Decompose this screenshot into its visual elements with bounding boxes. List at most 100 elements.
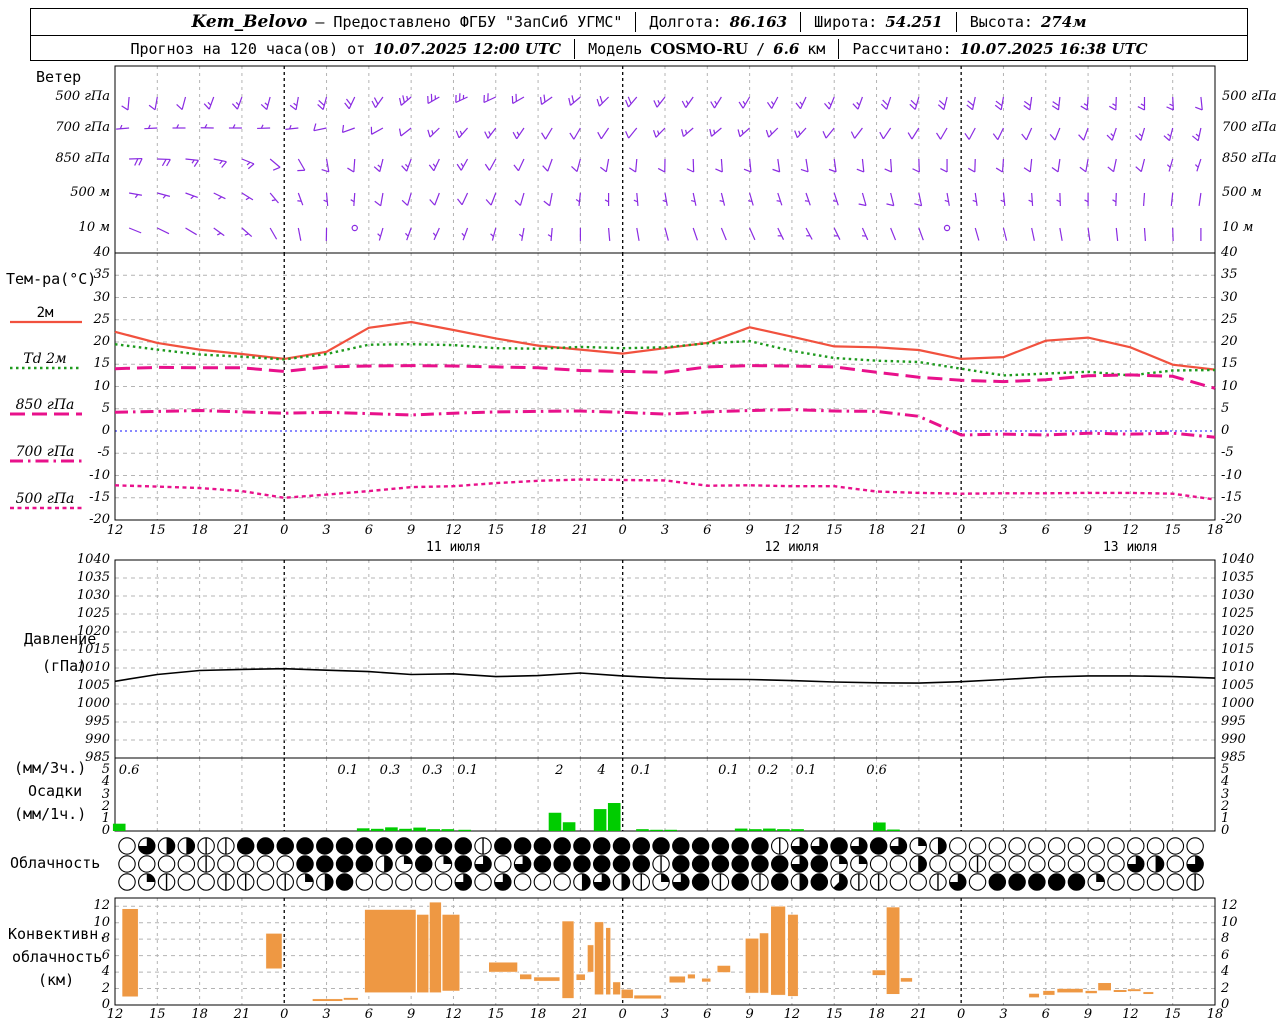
precip-bar: [763, 828, 776, 831]
wind-barb-staff: [886, 96, 892, 110]
wind-barb-feather: [398, 97, 402, 106]
wind-barb-halffeather: [1140, 103, 1145, 107]
wind-barb-staff: [1087, 227, 1091, 241]
cloud-cover-wedge: [324, 873, 333, 891]
convective-cloud-bar: [872, 969, 886, 976]
wind-barb-halffeather: [204, 124, 208, 129]
cloud-cover-symbol: [355, 837, 374, 855]
wind-barb-halffeather: [1166, 164, 1171, 168]
cloud-cover-symbol: [1166, 837, 1185, 855]
wind-barb-staff: [516, 127, 525, 140]
wind-barb-feather: [966, 104, 973, 111]
cloud-cover-symbol: [652, 837, 670, 855]
wind-barb-staff: [605, 158, 610, 172]
model-name: COSMO-RU: [650, 39, 749, 58]
model-slash: /: [756, 39, 766, 58]
cloud-cover-wedge: [581, 873, 591, 891]
wind-barb-feather: [1023, 105, 1031, 111]
wind-barb-halffeather: [714, 100, 718, 105]
conv-panel-title-1: Конвективн.: [8, 925, 108, 943]
cloud-cover-symbol: [988, 837, 1007, 855]
wind-barb-feather: [710, 101, 716, 109]
wind-barb-feather: [484, 163, 490, 171]
cloud-cover-symbol: [1166, 873, 1185, 891]
cloud-cover-symbol: [968, 873, 987, 891]
wind-barb-staff: [236, 96, 243, 110]
wind-barb-staff: [483, 96, 497, 104]
cloud-cover-symbol: [592, 855, 611, 873]
wind-barb-staff: [890, 192, 895, 206]
wind-barb-staff: [627, 96, 638, 108]
wind-barb-halffeather: [176, 124, 180, 129]
model-resolution-unit: км: [807, 39, 826, 58]
precip-bar: [607, 803, 621, 831]
precip-bar: [441, 829, 455, 831]
precip-bar: [748, 829, 762, 831]
cloud-cover-symbol: [513, 873, 532, 891]
wind-barb-feather: [800, 168, 809, 173]
wind-barb-feather: [995, 100, 1003, 107]
precip-bar: [413, 827, 426, 831]
wind-barb-halffeather: [1112, 103, 1117, 107]
cloud-cover-symbol: [1047, 855, 1066, 873]
forecast-start-time: 10.07.2025 12:00 UTC: [373, 39, 562, 58]
wind-barb-feather: [1052, 101, 1060, 107]
wind-barb-staff: [833, 192, 839, 206]
wind-barb-staff: [805, 192, 811, 206]
wind-barb-staff: [861, 192, 867, 206]
wind-barb-feather: [737, 129, 741, 137]
wind-barb-feather: [371, 100, 377, 108]
wind-barb-halffeather: [575, 199, 580, 203]
wind-barb-halffeather: [1000, 199, 1005, 203]
wind-barb-feather: [568, 97, 572, 106]
cloud-cover-wedge: [305, 873, 314, 882]
wind-barb-feather: [715, 168, 723, 173]
wind-barb-staff: [974, 192, 978, 206]
precip-bar: [385, 827, 398, 831]
wind-barb-feather: [992, 133, 999, 141]
cloud-cover-symbol: [533, 837, 552, 855]
wind-barb-staff: [458, 127, 469, 139]
wind-barb-staff: [460, 158, 469, 171]
calc-time: 10.07.2025 16:38 UTC: [959, 39, 1148, 58]
wind-barb-staff: [285, 127, 299, 130]
wind-barb-staff: [1143, 227, 1146, 242]
wind-barb-staff: [295, 96, 299, 110]
precip-bar: [734, 828, 748, 831]
wind-barb-staff: [400, 127, 412, 137]
wind-barb-feather: [569, 132, 575, 140]
wind-barb-feather: [653, 100, 658, 108]
cloud-cover-symbol: [355, 855, 374, 873]
wind-barb-halffeather: [461, 232, 465, 237]
wind-barb-staff: [491, 227, 497, 241]
wind-barb-feather: [373, 166, 381, 173]
wind-barb-feather: [858, 203, 867, 207]
wind-barb-staff: [375, 96, 384, 108]
wind-barb-halffeather: [657, 130, 660, 135]
wind-barb-halffeather: [719, 200, 724, 203]
convective-cloud-bar: [605, 927, 611, 995]
wind-barb-feather: [398, 128, 402, 137]
wind-barb-feather: [964, 132, 970, 140]
separator: [838, 38, 840, 59]
wind-barb-staff: [833, 158, 837, 172]
wind-barb-feather: [856, 168, 865, 173]
convective-cloud-bar: [1142, 991, 1154, 995]
cloud-cover-wedge: [1186, 855, 1204, 873]
separator: [574, 38, 576, 59]
cloud-cover-symbol: [414, 837, 433, 855]
cloud-cover-symbol: [335, 855, 354, 873]
cloud-cover-wedge: [937, 837, 947, 855]
wind-barb-staff: [1170, 192, 1174, 206]
wind-barb-halffeather: [244, 233, 249, 236]
wind-barb-feather: [344, 102, 350, 110]
wind-barb-staff: [1029, 158, 1033, 172]
wind-barb-halffeather: [685, 100, 689, 105]
wind-barb-feather: [1163, 135, 1170, 142]
wind-barb-feather: [686, 168, 694, 173]
wind-barb-halffeather: [1084, 199, 1089, 203]
wind-barb-staff: [1196, 158, 1202, 172]
wind-barb-staff: [1112, 158, 1117, 172]
wind-barb-staff: [749, 192, 754, 206]
wind-barb-feather: [543, 200, 551, 207]
